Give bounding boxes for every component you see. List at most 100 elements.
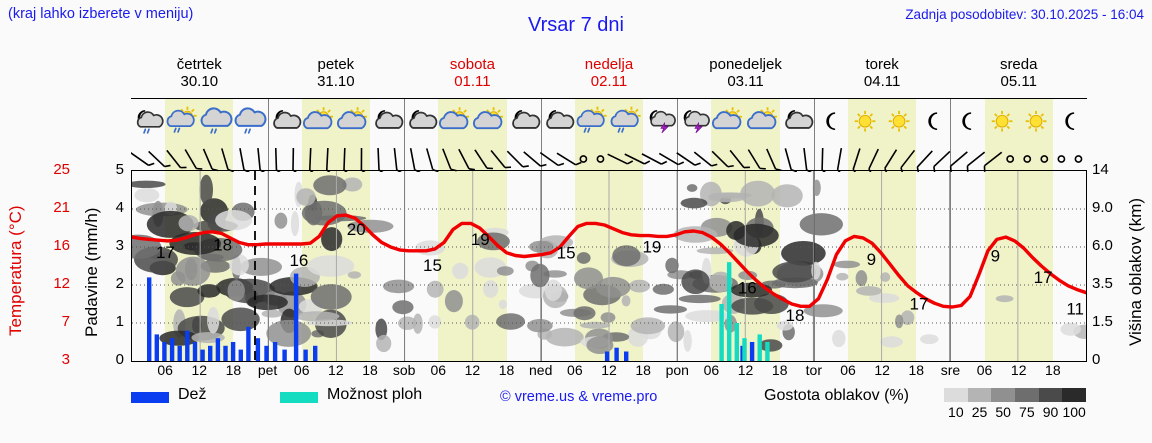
day-header-4: nedelja 02.11 — [541, 56, 678, 90]
temperature-label: 17 — [1034, 268, 1053, 287]
cloud-height-tick: 1.5 — [1092, 313, 1113, 330]
x-axis-tick: 18 — [498, 362, 515, 378]
x-axis-tick: 18 — [771, 362, 788, 378]
showers-legend-label: Možnost ploh — [327, 386, 423, 403]
temperature-tick: 25 — [53, 161, 70, 178]
temperature-label: 18 — [786, 306, 805, 325]
sun-cloud-icon — [336, 99, 370, 147]
temperature-line — [130, 213, 1088, 309]
rain-bar — [147, 277, 152, 361]
rain-bar — [238, 349, 243, 361]
temperature-label: 20 — [347, 220, 366, 239]
temperature-label: 19 — [471, 230, 490, 249]
temperature-label: 15 — [423, 256, 442, 275]
rain-bar — [282, 349, 287, 361]
moon-icon — [1053, 99, 1087, 147]
day-name: torek — [865, 56, 899, 73]
temperature-label: 19 — [642, 238, 661, 257]
last-update-label: Zadnja posodobitev: 30.10.2025 - 16:04 — [905, 7, 1144, 22]
day-name: ponedeljek — [709, 56, 782, 73]
day-header-3: sobota 01.11 — [404, 56, 541, 90]
rain-bar — [223, 345, 228, 361]
sun-cloud-rain-icon — [165, 99, 199, 147]
day-name: četrtek — [176, 56, 222, 73]
x-axis-tick: pon — [665, 362, 689, 378]
sun-icon — [985, 99, 1019, 147]
x-axis-tick: sob — [392, 362, 416, 378]
cloud-density-step — [1062, 388, 1087, 402]
rain-bar — [749, 342, 755, 361]
temperature-label: 16 — [738, 279, 757, 298]
x-axis-tick: sre — [940, 362, 961, 378]
day-date: 05.11 — [1000, 73, 1037, 90]
rain-bar — [215, 338, 221, 361]
rain-bar — [604, 351, 610, 361]
temperature-tick: 21 — [53, 199, 70, 216]
shower-bar — [734, 323, 739, 361]
rain-bar — [154, 334, 159, 361]
daylight-band — [984, 98, 1053, 362]
sun-cloud-icon — [472, 99, 506, 147]
cloud-density-step — [1015, 388, 1039, 402]
temperature-tick: 16 — [53, 237, 70, 254]
shower-bar — [757, 334, 762, 361]
cloud-height-tick: 6.0 — [1092, 237, 1113, 254]
chart-svg: 17 18 16 20 15 19 15 19 16 18 9 17 9 17 11 — [130, 171, 1088, 361]
cloud-density-value: 10 — [948, 404, 964, 420]
day-date: 01.11 — [454, 73, 491, 90]
day-header-2: petek 31.10 — [268, 56, 405, 90]
cloud-density-step — [944, 388, 968, 402]
temperature-tick: 7 — [61, 313, 70, 330]
moon-icon — [814, 99, 848, 147]
x-axis-tick: 06 — [430, 362, 447, 378]
temperature-tick: 3 — [61, 351, 70, 368]
cloud-density-value: 25 — [971, 404, 988, 420]
cloud-density-step — [991, 388, 1016, 402]
moon-icon — [916, 99, 950, 147]
cloud-height-tick: 9.0 — [1092, 199, 1113, 216]
temperature-label: 15 — [557, 243, 576, 262]
moon-cloud-icon — [370, 99, 404, 147]
x-axis-tick: 12 — [328, 362, 344, 378]
temperature-label: 17 — [910, 295, 929, 314]
day-separator — [950, 98, 952, 362]
day-date: 02.11 — [590, 73, 628, 90]
cloud-density-value: 100 — [1062, 404, 1086, 420]
forecast-chart: 17 18 16 20 15 19 15 19 16 18 9 17 9 17 11 — [130, 170, 1088, 362]
rain-bar — [177, 345, 182, 361]
rain-bar — [208, 345, 213, 361]
sun-icon — [882, 99, 916, 147]
temperature-tick: 12 — [53, 275, 70, 292]
rain-bar — [200, 349, 205, 361]
moon-cloud-icon — [780, 99, 814, 147]
copyright-link[interactable]: © vreme.us & vreme.pro — [500, 389, 658, 405]
shower-bar — [765, 342, 770, 361]
day-name: nedelja — [584, 56, 634, 73]
x-axis-tick: 12 — [464, 362, 481, 378]
day-date: 03.11 — [727, 73, 764, 90]
rain-bar — [162, 342, 167, 361]
cloud-density-legend-title: Gostota oblakov (%) — [764, 387, 909, 404]
precipitation-tick: 0 — [115, 351, 124, 368]
x-axis-tick: 18 — [908, 362, 925, 378]
precipitation-axis-title: Padavine (mm/h) — [82, 207, 101, 337]
day-header-5: ponedeljek 03.11 — [677, 56, 814, 90]
temperature-label: 9 — [991, 246, 1000, 265]
moon-cloud-rain-icon — [131, 99, 165, 147]
sun-cloud-rain-icon — [609, 99, 643, 147]
x-axis-tick: ned — [529, 362, 553, 378]
cloud-rain-icon — [199, 99, 233, 147]
temperature-label: 9 — [867, 250, 876, 269]
rain-bar — [192, 342, 198, 361]
cloud-density-value: 90 — [1042, 404, 1059, 420]
wind-barbs-svg — [130, 147, 1083, 175]
cloud-height-tick: 3.5 — [1092, 275, 1113, 292]
x-axis-tick: 06 — [293, 362, 310, 378]
day-header-7: sreda 05.11 — [950, 56, 1087, 90]
cloud-rain-icon — [233, 99, 267, 147]
x-axis-tick: 12 — [191, 362, 208, 378]
temperature-label: 17 — [156, 243, 175, 262]
cloud-density-step — [1038, 388, 1063, 402]
x-axis-tick: 12 — [737, 362, 754, 378]
sun-icon — [848, 99, 882, 147]
